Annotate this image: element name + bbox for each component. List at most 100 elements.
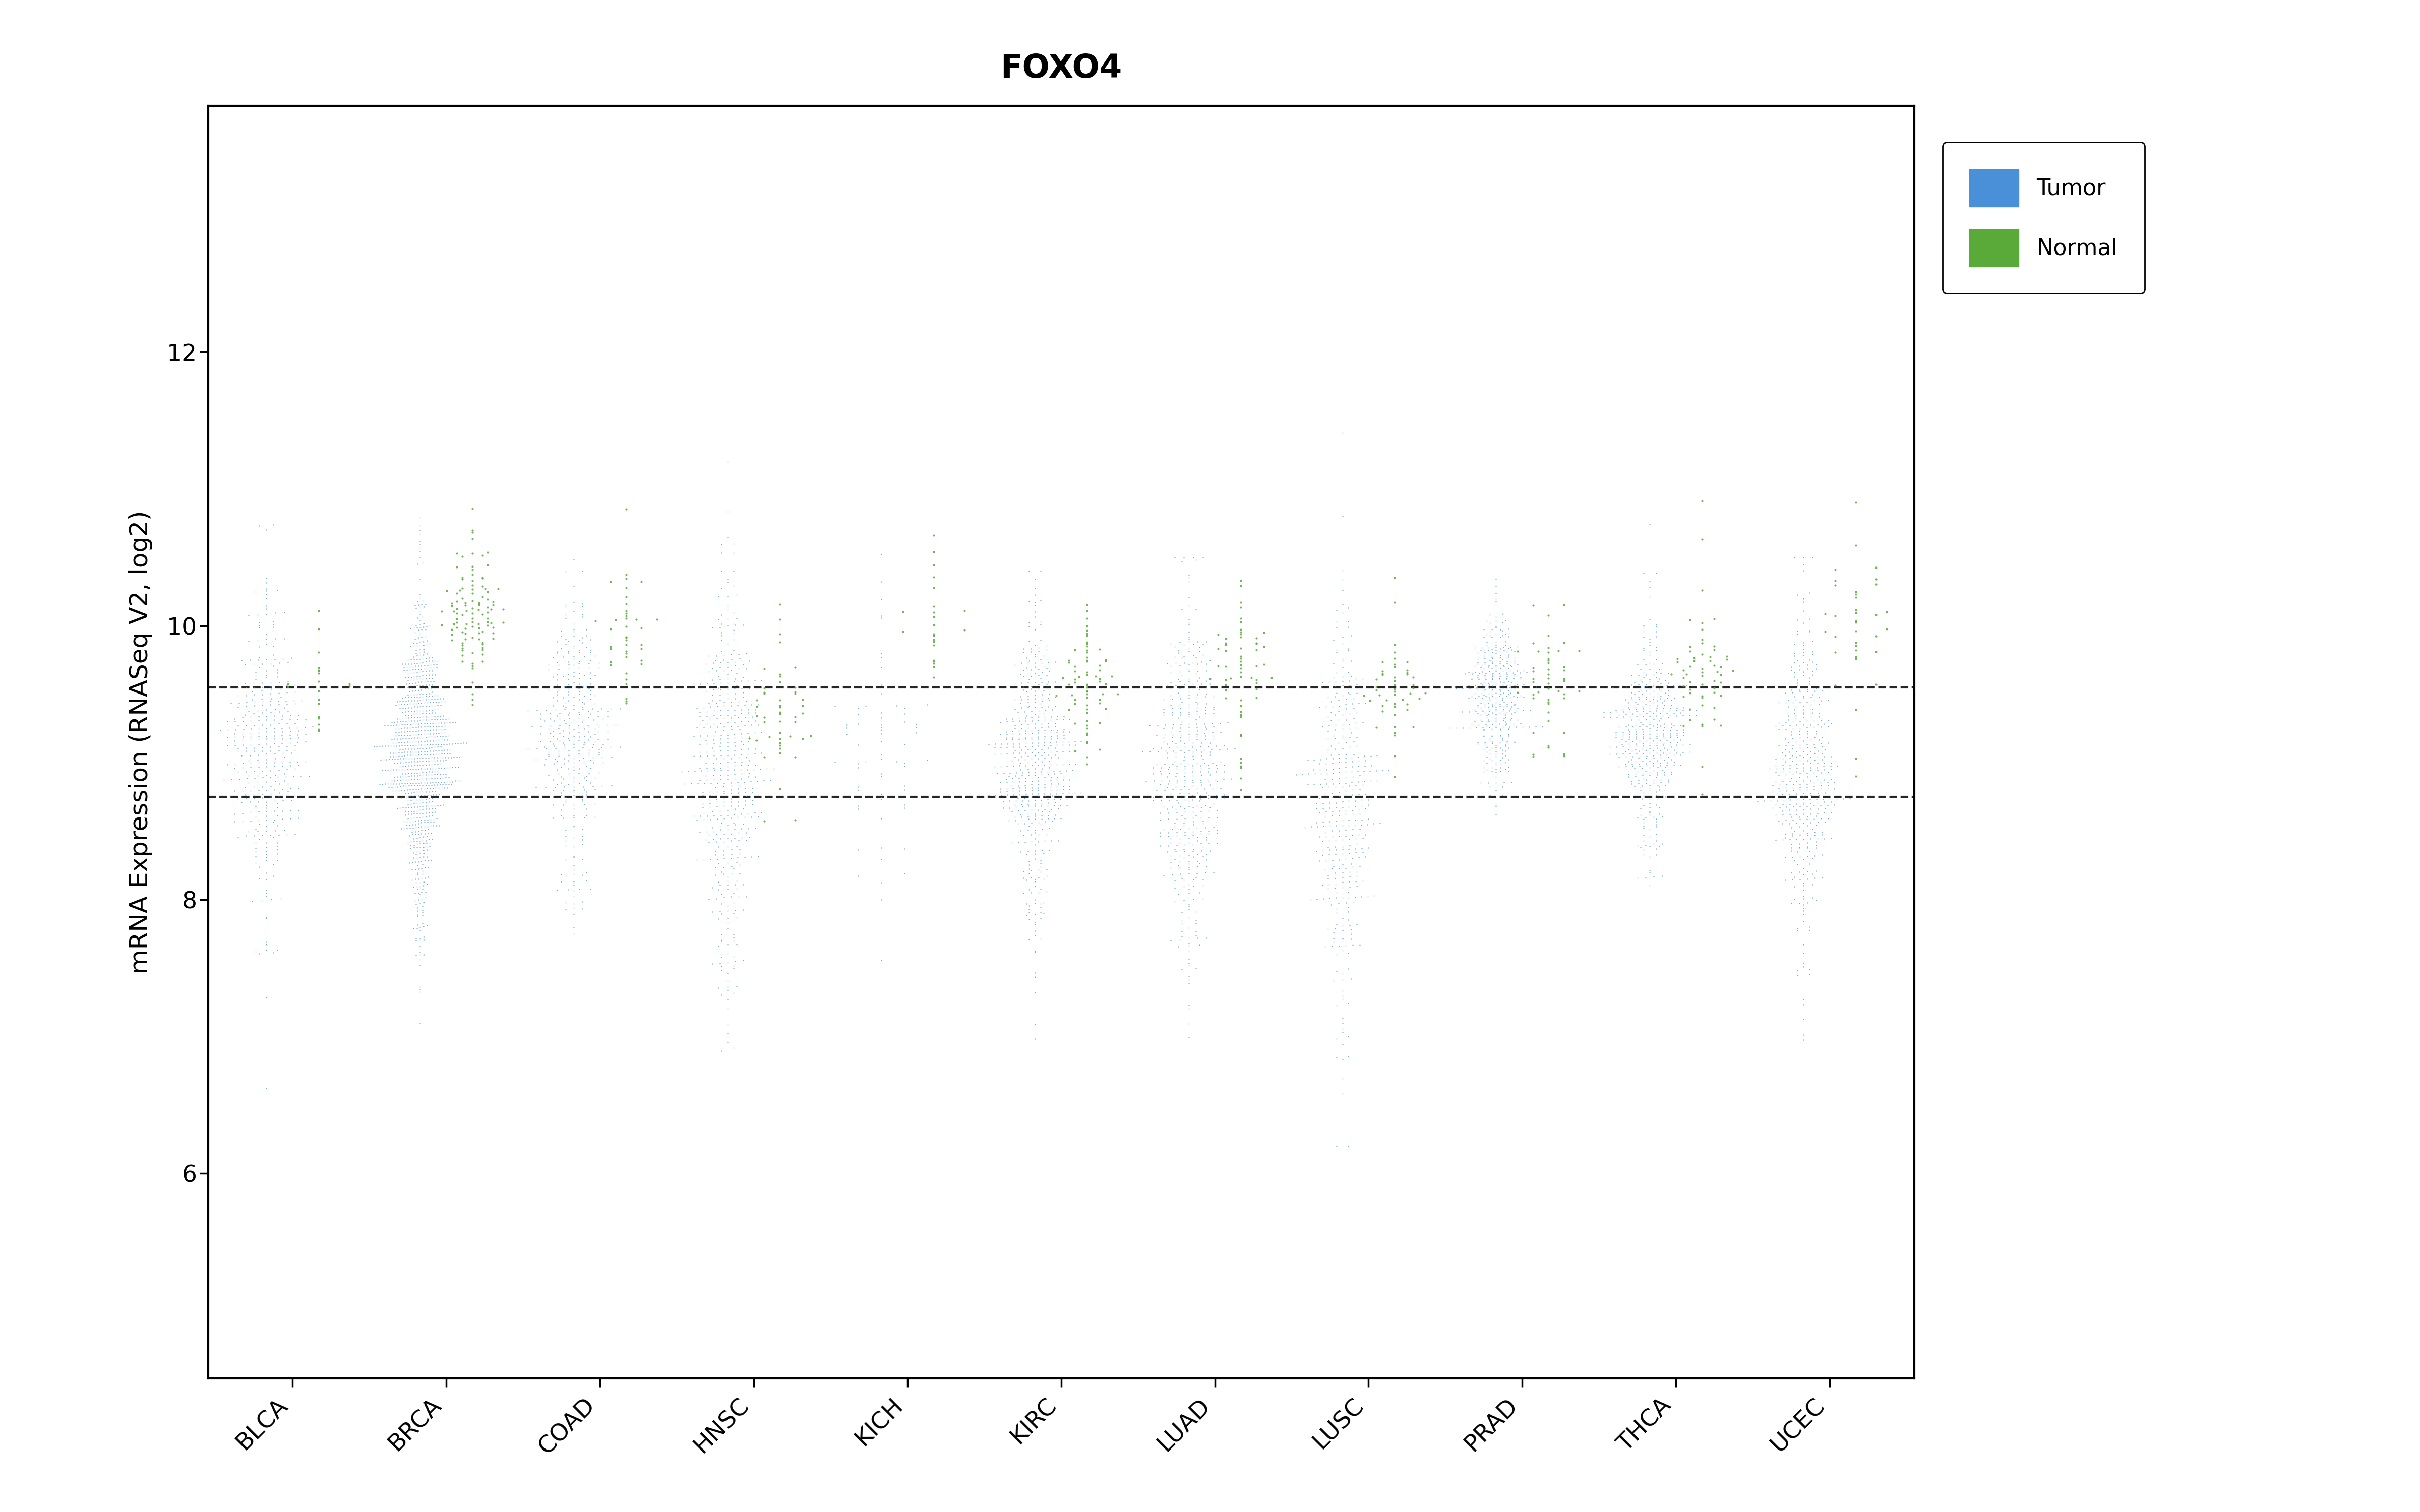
Point	[1174, 770, 1212, 794]
Point	[1324, 835, 1362, 859]
Point	[402, 739, 440, 764]
Point	[252, 782, 290, 806]
Point	[1169, 939, 1208, 963]
Point	[690, 644, 728, 668]
Point	[407, 641, 445, 665]
Point	[237, 844, 276, 868]
Point	[414, 739, 453, 764]
Point	[1483, 659, 1522, 683]
Point	[387, 658, 426, 682]
Point	[1031, 659, 1070, 683]
Point	[554, 770, 593, 794]
Point	[421, 794, 460, 818]
Point	[394, 739, 433, 764]
Point	[1467, 677, 1505, 702]
Point	[436, 612, 474, 637]
Point	[1164, 868, 1203, 892]
Point	[1803, 715, 1842, 739]
Point	[569, 714, 607, 738]
Point	[1302, 872, 1341, 897]
Point	[607, 567, 646, 591]
Point	[1031, 800, 1070, 824]
Point	[1764, 747, 1803, 771]
Point	[1682, 643, 1721, 667]
Point	[987, 783, 1026, 807]
Point	[1607, 688, 1646, 712]
Point	[726, 776, 765, 800]
Point	[1769, 782, 1808, 806]
Point	[1012, 776, 1050, 800]
Point	[1338, 770, 1377, 794]
Point	[995, 714, 1033, 738]
Point	[240, 754, 278, 779]
Point	[1856, 567, 1895, 591]
Point	[1181, 768, 1220, 792]
Point	[407, 659, 445, 683]
Point	[1188, 854, 1227, 878]
Point	[409, 815, 448, 839]
Point	[1329, 637, 1367, 661]
Point	[1488, 643, 1527, 667]
Point	[419, 762, 457, 786]
Point	[736, 741, 774, 765]
Point	[1643, 652, 1682, 676]
Point	[257, 813, 295, 838]
Point	[1529, 689, 1568, 714]
Point	[402, 891, 440, 915]
Point	[699, 815, 738, 839]
Point	[414, 767, 453, 791]
Point	[402, 788, 440, 812]
Point	[1026, 664, 1065, 688]
Point	[1205, 638, 1244, 662]
Point	[1665, 696, 1704, 720]
Point	[1375, 744, 1413, 768]
Point	[1004, 700, 1043, 724]
Point	[247, 747, 286, 771]
Point	[1157, 839, 1195, 863]
Point	[1324, 1005, 1362, 1030]
Point	[208, 718, 247, 742]
Point	[254, 615, 293, 640]
Point	[225, 652, 264, 676]
Point	[271, 708, 310, 732]
Point	[692, 900, 731, 924]
Point	[1529, 688, 1568, 712]
Point	[1631, 776, 1670, 800]
Point	[1471, 738, 1510, 762]
Point	[1324, 593, 1362, 617]
Point	[590, 650, 629, 674]
Point	[714, 670, 753, 694]
Point	[1781, 860, 1820, 885]
Point	[1012, 770, 1050, 794]
Point	[1021, 792, 1060, 816]
Point	[278, 806, 317, 830]
Point	[569, 705, 607, 729]
Point	[1638, 694, 1677, 718]
Point	[733, 788, 772, 812]
Point	[1803, 761, 1842, 785]
Point	[392, 792, 431, 816]
Point	[1621, 797, 1660, 821]
Point	[999, 786, 1038, 810]
Point	[1331, 735, 1370, 759]
Point	[745, 745, 784, 770]
Point	[1009, 694, 1048, 718]
Point	[1079, 653, 1118, 677]
Point	[1152, 862, 1191, 886]
Point	[1626, 751, 1665, 776]
Point	[404, 615, 443, 640]
Point	[999, 774, 1038, 798]
Point	[1055, 711, 1094, 735]
Point	[1188, 848, 1227, 872]
Point	[1638, 682, 1677, 706]
Point	[397, 812, 436, 836]
Point	[1169, 996, 1208, 1021]
Point	[394, 742, 433, 767]
Point	[254, 612, 293, 637]
Point	[1021, 807, 1060, 832]
Point	[719, 804, 757, 829]
Point	[704, 830, 743, 854]
Point	[784, 694, 823, 718]
Point	[1169, 683, 1208, 708]
Point	[1009, 764, 1048, 788]
